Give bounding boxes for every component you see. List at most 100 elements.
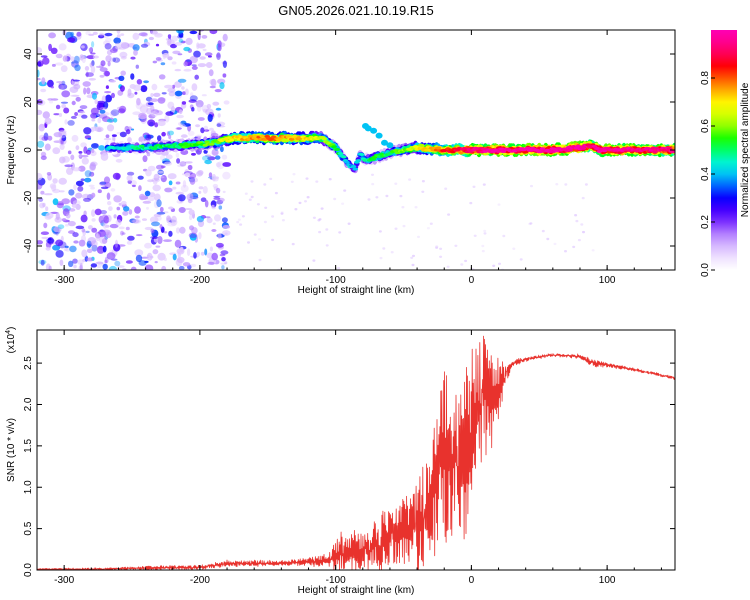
noise-blob xyxy=(135,254,143,263)
snr-plot-area xyxy=(37,330,675,570)
noise-blob xyxy=(50,98,59,101)
noise-blob xyxy=(76,31,82,37)
noise-blob xyxy=(546,237,550,241)
noise-blob xyxy=(150,98,159,102)
noise-blob xyxy=(187,164,193,171)
noise-blob xyxy=(170,43,177,49)
noise-blob xyxy=(91,209,96,217)
noise-blob xyxy=(91,60,95,67)
noise-blob xyxy=(48,43,52,52)
ridge-blob xyxy=(601,149,608,153)
noise-blob xyxy=(200,251,205,256)
noise-blob xyxy=(195,124,201,128)
noise-blob xyxy=(186,193,194,201)
noise-blob xyxy=(328,178,332,181)
noise-blob xyxy=(95,233,101,242)
noise-blob xyxy=(337,266,341,270)
spectrogram-noise xyxy=(37,30,595,270)
noise-blob xyxy=(196,251,201,257)
noise-blob xyxy=(498,262,501,265)
noise-blob xyxy=(75,192,83,199)
noise-blob xyxy=(115,158,123,163)
colorbar-tick-label: 0.0 xyxy=(700,263,711,277)
noise-blob xyxy=(138,112,147,120)
noise-blob xyxy=(61,104,67,109)
noise-blob xyxy=(497,203,501,206)
noise-blob xyxy=(154,122,159,128)
noise-blob xyxy=(95,261,104,265)
noise-blob xyxy=(37,172,43,181)
noise-blob xyxy=(109,48,118,54)
noise-blob xyxy=(142,200,152,204)
noise-blob xyxy=(69,56,75,61)
ridge-branch-blob xyxy=(375,132,383,139)
noise-blob xyxy=(512,247,516,250)
noise-blob xyxy=(114,239,119,248)
noise-blob xyxy=(161,131,166,137)
noise-blob xyxy=(162,53,170,58)
ridge-blob xyxy=(580,146,586,150)
noise-blob xyxy=(144,242,152,249)
noise-blob xyxy=(86,248,93,254)
noise-blob xyxy=(142,218,147,221)
noise-blob xyxy=(215,155,221,160)
noise-blob xyxy=(385,194,389,198)
noise-blob xyxy=(41,236,50,240)
ridge-blob xyxy=(228,138,235,142)
noise-blob xyxy=(91,148,95,154)
noise-blob xyxy=(189,30,198,35)
spectrogram-y-ticks: -40 -20 0 20 40 xyxy=(23,48,675,253)
noise-blob xyxy=(197,63,207,68)
spectrogram-x-ticks: -300 -200 -100 0 100 xyxy=(36,30,662,286)
noise-blob xyxy=(84,177,92,183)
noise-blob xyxy=(70,154,75,161)
noise-blob xyxy=(118,108,126,114)
noise-blob xyxy=(182,262,191,267)
noise-blob xyxy=(103,70,110,77)
noise-blob xyxy=(106,192,111,200)
noise-blob xyxy=(217,113,221,118)
noise-blob xyxy=(152,249,159,255)
noise-blob xyxy=(178,38,184,43)
noise-blob xyxy=(80,214,88,223)
noise-blob xyxy=(119,41,125,45)
noise-blob xyxy=(105,134,110,138)
noise-blob xyxy=(127,171,135,176)
noise-blob xyxy=(429,222,433,225)
noise-blob xyxy=(55,62,64,66)
noise-blob xyxy=(216,52,221,60)
noise-blob xyxy=(104,91,112,94)
noise-blob xyxy=(581,196,585,200)
noise-blob xyxy=(574,214,578,217)
noise-blob xyxy=(481,244,485,248)
noise-blob xyxy=(80,142,87,148)
ridge-blob xyxy=(358,153,365,156)
noise-blob xyxy=(138,185,142,192)
ridge-blob xyxy=(288,137,295,141)
noise-blob xyxy=(168,130,174,136)
noise-blob xyxy=(147,165,156,172)
noise-blob xyxy=(220,250,229,255)
noise-blob xyxy=(168,180,173,186)
noise-blob xyxy=(185,208,193,210)
noise-blob xyxy=(58,177,67,185)
noise-blob xyxy=(158,74,166,80)
snr-x-tick-label: 100 xyxy=(599,575,616,586)
noise-blob xyxy=(139,193,146,201)
noise-blob xyxy=(154,33,163,38)
noise-blob xyxy=(116,34,121,38)
noise-blob xyxy=(45,212,54,219)
noise-blob xyxy=(171,61,177,65)
snr-x-label: Height of straight line (km) xyxy=(298,585,415,596)
noise-blob xyxy=(290,180,294,183)
noise-blob xyxy=(62,55,68,62)
noise-blob xyxy=(92,31,98,35)
noise-blob xyxy=(81,154,89,158)
noise-blob xyxy=(87,137,92,140)
noise-blob xyxy=(179,161,187,167)
noise-blob xyxy=(294,208,298,211)
noise-blob xyxy=(191,152,196,156)
noise-blob xyxy=(40,231,50,235)
noise-blob xyxy=(150,93,154,98)
noise-blob xyxy=(154,261,158,264)
